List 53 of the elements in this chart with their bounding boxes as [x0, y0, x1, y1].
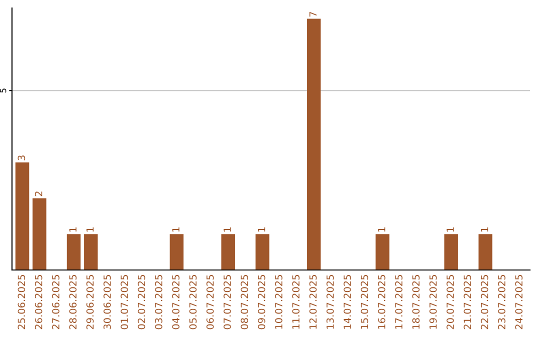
data-label: 1 [69, 227, 76, 232]
x-tick-label: 14.07.2025 [344, 275, 352, 329]
x-tick-label: 05.07.2025 [189, 275, 197, 330]
bar [66, 234, 81, 270]
x-tick-label: 13.07.2025 [326, 275, 334, 329]
x-tick-label: 23.07.2025 [498, 275, 506, 330]
data-label: 2 [34, 192, 42, 196]
x-tick-label: 11.07.2025 [292, 275, 300, 329]
bar [478, 234, 492, 270]
data-label: 1 [86, 227, 94, 232]
x-tick-label: 27.06.2025 [52, 275, 60, 330]
x-tick-label: 07.07.2025 [224, 275, 231, 330]
data-label: 1 [481, 227, 488, 232]
x-tick-label: 25.06.2025 [18, 275, 26, 330]
x-tick-label: 03.07.2025 [154, 275, 162, 330]
x-tick-label: 04.07.2025 [172, 275, 180, 330]
y-tick-label: 5 [0, 88, 6, 93]
data-label: 1 [224, 227, 231, 232]
x-tick-label: 28.06.2025 [69, 275, 77, 330]
x-tick-label: 29.06.2025 [86, 275, 94, 330]
data-label: 7 [309, 12, 317, 17]
bar [32, 198, 46, 270]
bar [444, 234, 458, 270]
x-tick-label: 22.07.2025 [480, 275, 488, 330]
data-label: 1 [378, 227, 386, 232]
x-tick-label: 08.07.2025 [240, 275, 248, 330]
bar [376, 234, 390, 270]
x-tick-label: 17.07.2025 [395, 275, 402, 329]
bar [170, 234, 184, 270]
bar [15, 162, 30, 270]
data-label: 1 [258, 227, 266, 232]
x-tick-label: 15.07.2025 [360, 275, 368, 329]
data-label: 1 [446, 227, 454, 232]
bar [84, 234, 98, 270]
x-tick-label: 12.07.2025 [309, 275, 317, 329]
x-tick-label: 16.07.2025 [378, 275, 386, 329]
x-tick-label: 24.07.2025 [515, 275, 523, 330]
x-tick-label: 30.06.2025 [104, 275, 111, 330]
x-tick-label: 10.07.2025 [275, 275, 282, 329]
x-tick-label: 20.07.2025 [446, 275, 454, 330]
bar [221, 234, 235, 270]
x-tick-label: 21.07.2025 [464, 275, 472, 330]
bar [307, 18, 321, 270]
x-tick-label: 02.07.2025 [138, 275, 146, 330]
x-tick-label: 06.07.2025 [206, 275, 214, 330]
x-tick-label: 09.07.2025 [258, 275, 266, 330]
bar [256, 234, 270, 270]
data-label: 1 [172, 227, 180, 232]
x-tick-label: 01.07.2025 [120, 275, 128, 330]
x-tick-label: 18.07.2025 [412, 275, 420, 329]
x-tick-label: 19.07.2025 [429, 275, 437, 329]
x-tick-label: 26.06.2025 [34, 275, 42, 330]
data-label: 3 [18, 156, 26, 160]
